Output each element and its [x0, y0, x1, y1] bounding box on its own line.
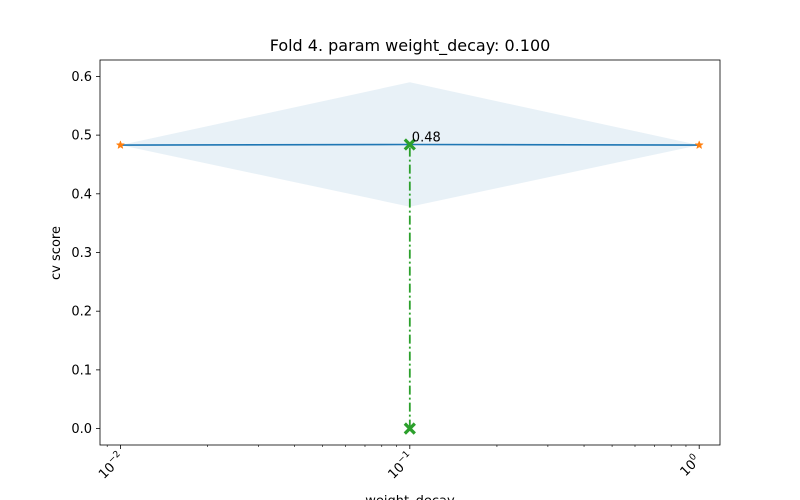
star-marker: [694, 140, 704, 150]
chart-title: Fold 4. param weight_decay: 0.100: [270, 36, 551, 56]
best-param-marker: [403, 138, 416, 151]
y-tick-label: 0.4: [71, 187, 92, 202]
y-tick-label: 0.3: [71, 246, 92, 261]
best-param-marker: [403, 422, 416, 435]
y-tick-label: 0.5: [71, 129, 92, 144]
star-marker: [115, 140, 126, 150]
y-axis-title: cv score: [49, 226, 64, 280]
score-annotation: 0.48: [412, 131, 441, 146]
y-tick-label: 0.2: [71, 305, 92, 320]
y-tick-label: 0.1: [71, 363, 92, 378]
y-tick-label: 0.0: [71, 422, 92, 437]
y-tick-label: 0.6: [71, 70, 92, 85]
x-axis-title: weight_decay: [365, 494, 455, 500]
